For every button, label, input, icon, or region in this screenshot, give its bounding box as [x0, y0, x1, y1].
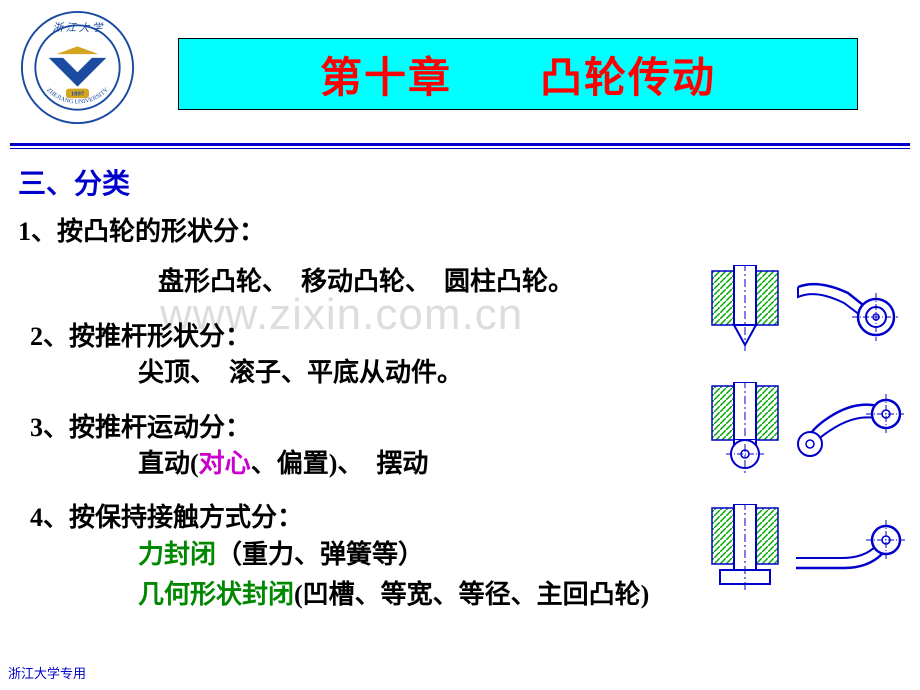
university-logo: 1897 浙 江 大 学 ZHEJIANG UNIVERSITY	[20, 10, 135, 125]
item-3-sub: 直动(对心、偏置)、 摆动	[138, 446, 898, 482]
item-4-sub-2: 几何形状封闭(凹槽、等宽、等径、主回凸轮)	[138, 577, 898, 613]
header-divider	[10, 143, 910, 149]
item-4-sub-1: 力封闭（重力、弹簧等）	[138, 537, 898, 573]
footer-text: 浙江大学专用	[8, 663, 86, 682]
item-1: 1、按凸轮的形状分：	[18, 214, 898, 250]
section-title: 三、分类	[18, 162, 898, 202]
chapter-title-box: 第十章 凸轮传动	[178, 38, 858, 110]
item-1-sub: 盘形凸轮、 移动凸轮、 圆柱凸轮。	[158, 264, 898, 300]
item-2-sub: 尖顶、 滚子、平底从动件。	[138, 355, 898, 391]
svg-text:浙 江 大 学: 浙 江 大 学	[52, 22, 103, 34]
item-4: 4、按保持接触方式分：	[30, 500, 898, 536]
chapter-title: 第十章 凸轮传动	[320, 44, 716, 105]
svg-text:1897: 1897	[71, 90, 85, 97]
item-2: 2、按推杆形状分：	[30, 319, 898, 355]
content-area: 三、分类 1、按凸轮的形状分： 盘形凸轮、 移动凸轮、 圆柱凸轮。 2、按推杆形…	[18, 162, 898, 620]
header: 1897 浙 江 大 学 ZHEJIANG UNIVERSITY 第十章 凸轮传…	[0, 0, 920, 140]
item-3: 3、按推杆运动分：	[30, 410, 898, 446]
